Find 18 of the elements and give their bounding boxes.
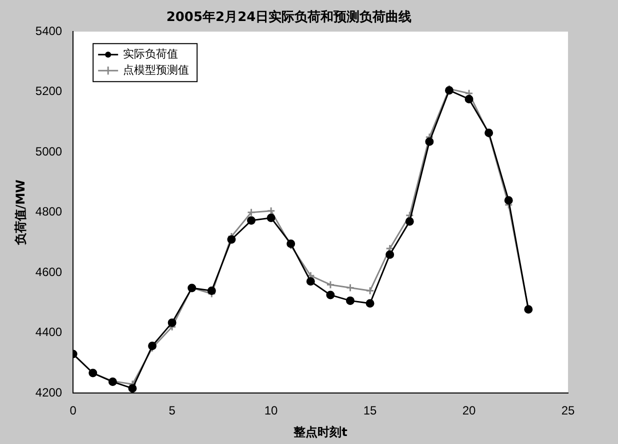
y-tick-label: 5200	[35, 84, 62, 98]
y-tick-label: 4400	[35, 325, 62, 340]
chart-title: 2005年2月24日实际负荷和预测负荷曲线	[166, 9, 412, 26]
x-tick-label: 0	[70, 404, 77, 418]
y-tick-label: 4600	[35, 264, 62, 279]
x-tick-label: 10	[264, 404, 278, 418]
x-tick-label: 20	[462, 404, 476, 418]
y-tick-label: 5000	[35, 144, 62, 158]
x-axis-title: 整点时刻t	[292, 424, 348, 439]
y-tick-label: 5400	[35, 24, 62, 38]
legend-label: 点模型预测值	[123, 63, 190, 76]
x-tick-label: 25	[561, 404, 575, 418]
legend-label: 实际负荷值	[123, 47, 178, 60]
x-tick-label: 15	[363, 404, 378, 418]
x-tick-label: 5	[168, 404, 176, 418]
y-tick-label: 4200	[35, 386, 62, 400]
y-axis-title: 负荷值/MW	[13, 180, 28, 246]
y-tick-label: 4800	[35, 204, 62, 219]
